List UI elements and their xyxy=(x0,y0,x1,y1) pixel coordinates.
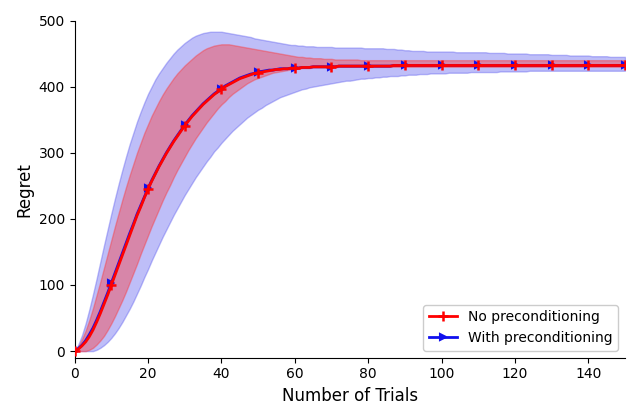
X-axis label: Number of Trials: Number of Trials xyxy=(282,387,418,405)
No preconditioning xyxy=(408,63,416,68)
With preconditioning xyxy=(339,63,346,68)
With preconditioning xyxy=(460,63,467,68)
With preconditioning xyxy=(621,63,629,68)
No preconditioning xyxy=(339,63,346,68)
No preconditioning xyxy=(265,68,273,73)
No preconditioning xyxy=(460,63,467,68)
No preconditioning xyxy=(614,63,621,68)
Legend: No preconditioning, With preconditioning: No preconditioning, With preconditioning xyxy=(424,305,618,351)
Line: No preconditioning: No preconditioning xyxy=(70,60,630,356)
With preconditioning xyxy=(265,68,273,73)
With preconditioning xyxy=(423,63,431,68)
No preconditioning xyxy=(423,63,431,68)
With preconditioning xyxy=(71,349,79,354)
Y-axis label: Regret: Regret xyxy=(15,162,33,217)
No preconditioning xyxy=(71,349,79,354)
With preconditioning xyxy=(390,63,397,68)
With preconditioning xyxy=(614,63,621,68)
With preconditioning xyxy=(408,63,416,68)
Line: With preconditioning: With preconditioning xyxy=(71,62,628,354)
No preconditioning xyxy=(621,63,629,68)
No preconditioning xyxy=(390,63,397,68)
